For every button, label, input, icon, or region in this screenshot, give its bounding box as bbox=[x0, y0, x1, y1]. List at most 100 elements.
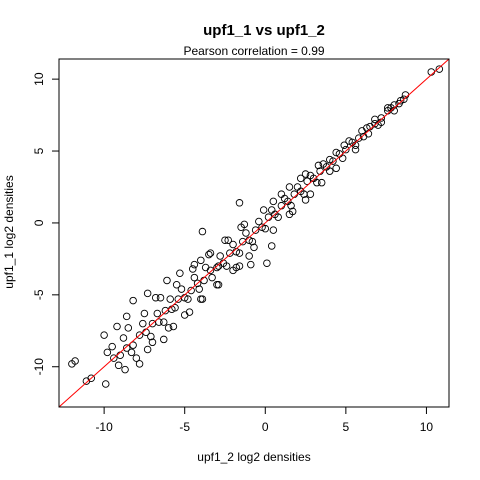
data-point bbox=[153, 309, 162, 318]
data-point bbox=[195, 285, 203, 293]
data-point bbox=[255, 217, 263, 226]
data-point bbox=[221, 236, 229, 244]
data-point bbox=[300, 190, 308, 198]
data-point bbox=[301, 170, 310, 178]
data-point bbox=[247, 260, 255, 269]
data-point bbox=[160, 335, 168, 344]
chart-title: upf1_1 vs upf1_2 bbox=[203, 22, 325, 39]
data-point bbox=[101, 380, 110, 388]
data-point bbox=[172, 281, 181, 289]
data-point bbox=[213, 263, 221, 272]
plot-frame bbox=[58, 58, 450, 408]
data-point bbox=[269, 226, 278, 234]
data-point bbox=[325, 155, 334, 164]
data-point bbox=[303, 177, 311, 185]
x-tick-label: -5 bbox=[179, 420, 190, 434]
data-point bbox=[113, 322, 121, 331]
reference-line bbox=[58, 58, 450, 408]
data-point bbox=[214, 262, 223, 270]
data-point bbox=[163, 276, 171, 285]
data-point bbox=[166, 295, 174, 303]
y-axis: -10 -5 0 5 10 bbox=[32, 72, 59, 375]
data-point bbox=[240, 220, 249, 229]
data-point bbox=[248, 237, 257, 246]
data-point bbox=[317, 178, 326, 187]
data-point bbox=[148, 338, 157, 347]
data-point bbox=[314, 161, 323, 170]
data-point bbox=[224, 236, 232, 244]
data-point bbox=[169, 322, 178, 331]
data-point bbox=[332, 164, 340, 173]
data-point bbox=[355, 134, 363, 142]
data-point bbox=[197, 256, 205, 265]
data-point bbox=[187, 286, 195, 295]
data-point bbox=[103, 348, 112, 357]
data-point bbox=[206, 249, 215, 257]
data-point bbox=[261, 224, 270, 233]
data-point bbox=[151, 293, 160, 302]
y-tick-label: 10 bbox=[32, 72, 46, 86]
data-point bbox=[293, 183, 302, 191]
data-point bbox=[148, 319, 157, 328]
data-point bbox=[267, 242, 276, 250]
x-axis-label: upf1_2 log2 densities bbox=[197, 450, 310, 464]
x-tick-label: 0 bbox=[262, 420, 269, 434]
x-tick-label: 10 bbox=[420, 420, 434, 434]
data-point bbox=[216, 252, 224, 260]
y-tick-label: -5 bbox=[32, 289, 46, 300]
data-point bbox=[208, 273, 216, 282]
data-point bbox=[124, 324, 133, 332]
data-point bbox=[198, 227, 207, 236]
data-point bbox=[184, 295, 192, 303]
y-tick-label: 5 bbox=[32, 147, 46, 154]
data-point bbox=[82, 377, 91, 385]
data-point bbox=[160, 318, 168, 326]
x-tick-label: -10 bbox=[95, 420, 113, 434]
data-point bbox=[177, 285, 186, 293]
data-point bbox=[190, 260, 199, 269]
data-point bbox=[121, 365, 129, 374]
data-point bbox=[129, 296, 137, 305]
data-point bbox=[259, 206, 268, 214]
data-point bbox=[232, 263, 241, 272]
data-point bbox=[143, 289, 152, 298]
data-point bbox=[132, 354, 141, 362]
data-point bbox=[171, 304, 179, 312]
data-point bbox=[68, 360, 76, 368]
data-point bbox=[251, 226, 260, 234]
data-point bbox=[198, 295, 207, 303]
data-point bbox=[250, 243, 258, 252]
data-point bbox=[340, 141, 348, 150]
data-point bbox=[122, 344, 131, 352]
data-point bbox=[296, 174, 305, 183]
data-point bbox=[288, 207, 297, 216]
data-point bbox=[190, 273, 199, 282]
data-point bbox=[100, 331, 108, 339]
data-point bbox=[189, 265, 197, 273]
data-point bbox=[127, 348, 136, 357]
data-point bbox=[263, 259, 271, 267]
data-point bbox=[156, 293, 165, 302]
data-point bbox=[395, 99, 403, 108]
data-point bbox=[114, 361, 123, 370]
data-point bbox=[193, 279, 202, 288]
data-point bbox=[235, 249, 244, 257]
data-point bbox=[122, 312, 131, 321]
data-point bbox=[139, 319, 147, 328]
data-point bbox=[245, 252, 253, 260]
data-point bbox=[108, 342, 116, 351]
data-point bbox=[384, 104, 392, 112]
data-point bbox=[325, 167, 334, 175]
y-axis-label: upf1_1 log2 densities bbox=[2, 175, 16, 288]
data-point bbox=[229, 240, 237, 249]
data-point bbox=[287, 201, 295, 210]
data-point bbox=[201, 263, 210, 272]
data-point bbox=[338, 154, 347, 162]
chart-subtitle: Pearson correlation = 0.99 bbox=[183, 44, 324, 58]
data-point bbox=[238, 237, 247, 246]
data-point bbox=[351, 145, 360, 154]
data-point bbox=[119, 334, 128, 342]
data-point bbox=[342, 145, 350, 154]
data-point bbox=[129, 341, 137, 349]
data-point bbox=[214, 281, 223, 289]
